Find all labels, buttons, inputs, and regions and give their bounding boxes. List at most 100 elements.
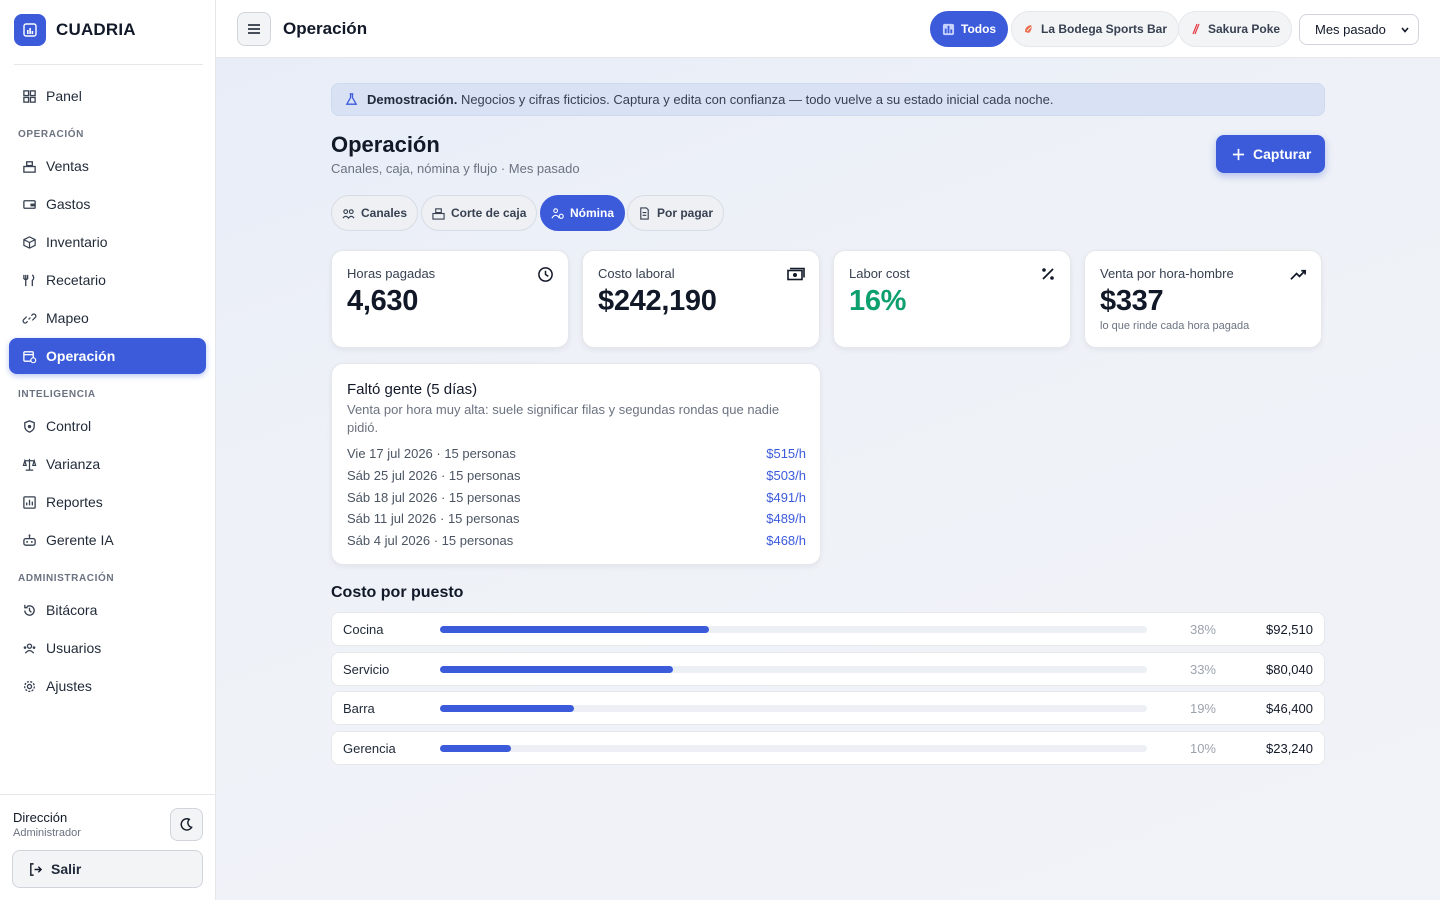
shortage-rate: $503/h — [766, 468, 806, 484]
topbar-title: Operación — [283, 19, 368, 38]
filter-la-bodega[interactable]: La Bodega Sports Bar — [1011, 11, 1180, 47]
progress-fill — [440, 626, 709, 633]
sidebar-footer: Dirección Administrador Salir — [0, 794, 215, 888]
sidebar-item-gerente-ia[interactable]: Gerente IA — [9, 522, 206, 558]
sidebar-item-label: Recetario — [46, 272, 106, 288]
banner-text-wrap: Demostración. Negocios y cifras ficticio… — [367, 92, 1053, 107]
table-row: Barra 19% $46,400 — [331, 691, 1325, 726]
role-percent: 33% — [1189, 661, 1216, 677]
sidebar-item-varianza[interactable]: Varianza — [9, 446, 206, 482]
tab-label: Canales — [361, 206, 408, 220]
sidebar-item-panel[interactable]: Panel — [9, 78, 206, 114]
role-name: Servicio — [343, 661, 390, 677]
kpi-card-labor-cost: Labor cost 16% — [833, 250, 1071, 348]
role-percent: 10% — [1189, 741, 1216, 757]
capture-label: Capturar — [1253, 146, 1312, 162]
divider — [14, 64, 203, 65]
progress-track — [440, 745, 1147, 753]
period-select[interactable]: Mes pasado — [1299, 14, 1419, 45]
role-name: Cocina — [343, 622, 384, 637]
list-item: Sáb 25 jul 2026 · 15 personas $503/h — [347, 465, 806, 487]
sidebar-item-ventas[interactable]: Ventas — [9, 148, 206, 184]
shortage-title: Faltó gente (5 días) — [347, 381, 478, 398]
operation-icon — [23, 350, 37, 363]
link-icon — [22, 312, 37, 324]
sidebar-item-label: Reportes — [46, 494, 103, 510]
sidebar-item-reportes[interactable]: Reportes — [9, 484, 206, 520]
menu-button[interactable] — [237, 12, 271, 46]
shortage-rate: $489/h — [766, 511, 806, 527]
sidebar-item-recetario[interactable]: Recetario — [9, 262, 206, 298]
role-amount: $46,400 — [1266, 701, 1313, 717]
tab-nomina[interactable]: Nómina — [540, 195, 626, 231]
shortage-list: Vie 17 jul 2026 · 15 personas $515/h Sáb … — [347, 443, 806, 551]
brand-logo-icon — [14, 14, 46, 46]
kpi-value: 16% — [849, 285, 907, 317]
logout-icon — [30, 862, 43, 876]
role-amount: $92,510 — [1266, 622, 1313, 637]
role-amount: $23,240 — [1266, 741, 1313, 757]
sidebar-item-operacion[interactable]: Operación — [9, 338, 206, 374]
kpi-card-costo-laboral: Costo laboral $242,190 — [582, 250, 820, 348]
kpi-card-venta-por-hora: Venta por hora-hombre $337 lo que rinde … — [1084, 250, 1322, 348]
sidebar-item-inventario[interactable]: Inventario — [9, 224, 206, 260]
plus-icon — [1232, 148, 1245, 160]
shortage-rate: $515/h — [766, 446, 806, 462]
kpi-hint: lo que rinde cada hora pagada — [1100, 320, 1250, 332]
progress-fill — [440, 745, 511, 753]
sidebar-item-ajustes[interactable]: Ajustes — [9, 668, 206, 704]
filter-label: Sakura Poke — [1208, 22, 1281, 36]
tab-canales[interactable]: Canales — [331, 195, 419, 231]
cash-icon — [787, 267, 805, 281]
sidebar-item-mapeo[interactable]: Mapeo — [9, 300, 206, 336]
sidebar-item-label: Gastos — [46, 196, 91, 212]
progress-track — [440, 665, 1147, 673]
user-name: Dirección — [13, 810, 68, 825]
filter-todos[interactable]: Todos — [930, 11, 1009, 47]
page-subtitle: Canales, caja, nómina y flujo · Mes pasa… — [331, 161, 580, 176]
users-icon — [23, 642, 36, 654]
sidebar-item-label: Usuarios — [46, 640, 102, 656]
shortage-day: Sáb 11 jul 2026 · 15 personas — [347, 511, 520, 527]
logout-label: Salir — [51, 861, 82, 877]
sidebar-section-title: ADMINISTRACIÓN — [18, 573, 115, 584]
user-role: Administrador — [13, 827, 81, 839]
robot-icon — [23, 533, 36, 546]
tab-label: Por pagar — [657, 206, 714, 220]
banner-text: Negocios y cifras ficticios. Captura y e… — [460, 92, 1054, 107]
theme-toggle-button[interactable] — [170, 808, 203, 841]
section-title-costo-por-puesto: Costo por puesto — [331, 584, 464, 601]
page-title: Operación — [331, 132, 440, 157]
sidebar-item-bitacora[interactable]: Bitácora — [9, 592, 206, 628]
chevron-down-icon — [1401, 27, 1409, 33]
register-icon — [432, 207, 445, 220]
sidebar-item-control[interactable]: Control — [9, 408, 206, 444]
brand[interactable]: CUADRIA — [14, 14, 136, 46]
sidebar-item-label: Mapeo — [46, 310, 89, 326]
tab-label: Corte de caja — [451, 206, 527, 220]
filter-sakura-poke[interactable]: Sakura Poke — [1178, 11, 1293, 47]
sidebar-item-usuarios[interactable]: Usuarios — [9, 630, 206, 666]
sidebar: CUADRIA Panel OPERACIÓN Ventas Gastos In… — [0, 0, 216, 900]
capture-button[interactable]: Capturar — [1216, 135, 1325, 173]
clock-icon — [538, 267, 553, 282]
role-amount: $80,040 — [1266, 661, 1313, 677]
kpi-value: $242,190 — [598, 285, 717, 317]
filter-label: La Bodega Sports Bar — [1041, 22, 1168, 36]
demo-banner: Demostración. Negocios y cifras ficticio… — [331, 83, 1325, 116]
sidebar-item-gastos[interactable]: Gastos — [9, 186, 206, 222]
shortage-day: Sáb 25 jul 2026 · 15 personas — [347, 468, 521, 484]
shortage-day: Sáb 18 jul 2026 · 15 personas — [347, 489, 521, 505]
list-item: Sáb 4 jul 2026 · 15 personas $468/h — [347, 530, 806, 552]
shield-icon — [24, 419, 35, 433]
kpi-card-horas-pagadas: Horas pagadas 4,630 — [331, 250, 569, 348]
kpi-value: 4,630 — [347, 285, 419, 317]
sidebar-nav: Panel OPERACIÓN Ventas Gastos Inventario… — [9, 78, 206, 706]
tab-por-pagar[interactable]: Por pagar — [627, 195, 725, 231]
table-row: Cocina 38% $92,510 — [331, 612, 1325, 646]
chart-icon — [942, 23, 955, 35]
role-name: Barra — [343, 701, 375, 717]
logout-button[interactable]: Salir — [12, 850, 203, 888]
tab-corte-de-caja[interactable]: Corte de caja — [421, 195, 538, 231]
sidebar-section-title: INTELIGENCIA — [18, 389, 96, 400]
